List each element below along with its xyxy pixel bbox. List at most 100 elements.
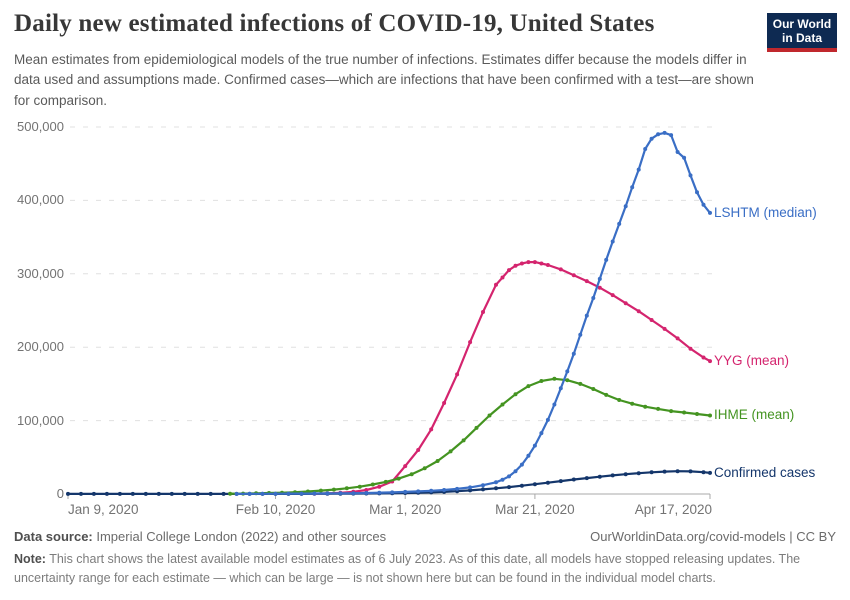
data-point-marker bbox=[156, 491, 161, 496]
data-point-marker bbox=[695, 190, 699, 195]
data-source: Data source: Imperial College London (20… bbox=[14, 529, 386, 544]
data-point-marker bbox=[649, 136, 654, 141]
data-point-marker bbox=[286, 491, 291, 496]
x-axis-tick-label: Apr 17, 2020 bbox=[634, 502, 712, 517]
data-point-marker bbox=[513, 263, 518, 268]
y-axis-tick-label: 200,000 bbox=[17, 339, 64, 355]
data-point-marker bbox=[578, 332, 583, 337]
data-point-marker bbox=[481, 310, 485, 314]
data-point-marker bbox=[357, 484, 362, 489]
data-point-marker bbox=[429, 488, 434, 493]
data-point-marker bbox=[701, 355, 706, 360]
y-axis-tick-label: 400,000 bbox=[17, 192, 64, 208]
data-point-marker bbox=[422, 466, 427, 471]
data-point-marker bbox=[117, 491, 122, 496]
data-point-marker bbox=[669, 133, 674, 138]
data-point-marker bbox=[318, 488, 323, 493]
series-label: Confirmed cases bbox=[714, 464, 816, 480]
data-point-marker bbox=[455, 486, 460, 491]
data-point-marker bbox=[364, 488, 369, 492]
x-axis-tick-label: Jan 9, 2020 bbox=[68, 502, 139, 517]
data-point-marker bbox=[143, 491, 148, 496]
data-point-marker bbox=[649, 318, 654, 322]
data-point-marker bbox=[708, 413, 712, 418]
series-label: IHME (mean) bbox=[714, 407, 795, 423]
data-point-marker bbox=[623, 301, 628, 306]
data-point-marker bbox=[662, 469, 667, 474]
data-point-marker bbox=[513, 469, 518, 474]
data-point-marker bbox=[545, 480, 550, 485]
data-point-marker bbox=[695, 412, 699, 416]
data-point-marker bbox=[370, 482, 375, 487]
data-point-marker bbox=[344, 486, 349, 491]
data-point-marker bbox=[228, 491, 233, 496]
data-point-marker bbox=[636, 167, 641, 172]
data-point-marker bbox=[552, 376, 557, 381]
data-point-marker bbox=[494, 486, 498, 491]
data-point-marker bbox=[708, 470, 712, 475]
data-point-marker bbox=[416, 448, 421, 452]
data-point-marker bbox=[623, 204, 628, 209]
data-point-marker bbox=[552, 402, 557, 407]
data-point-marker bbox=[338, 491, 343, 496]
chart-note: Note: This chart shows the latest availa… bbox=[14, 550, 840, 589]
data-point-marker bbox=[383, 479, 388, 484]
data-point-marker bbox=[675, 469, 680, 474]
owid-logo-text: Our World in Data bbox=[767, 13, 837, 48]
data-point-marker bbox=[494, 282, 498, 287]
data-point-marker bbox=[403, 489, 408, 494]
data-point-marker bbox=[208, 491, 213, 496]
data-point-marker bbox=[539, 379, 544, 383]
data-point-marker bbox=[500, 477, 505, 482]
x-axis-tick-label: Mar 21, 2020 bbox=[495, 502, 575, 517]
y-axis-tick-label: 0 bbox=[56, 486, 64, 501]
data-point-marker bbox=[435, 459, 440, 463]
data-point-marker bbox=[221, 491, 226, 496]
series-label: YYG (mean) bbox=[714, 353, 790, 369]
data-point-marker bbox=[532, 260, 537, 265]
attribution-link[interactable]: OurWorldinData.org/covid-models | CC BY bbox=[590, 529, 836, 544]
data-point-marker bbox=[377, 490, 382, 495]
data-point-marker bbox=[513, 392, 518, 397]
data-point-marker bbox=[468, 340, 473, 345]
data-point-marker bbox=[403, 464, 408, 469]
data-point-marker bbox=[617, 398, 622, 402]
series-line bbox=[229, 377, 712, 495]
x-axis-tick-label: Feb 10, 2020 bbox=[235, 502, 316, 517]
data-point-marker bbox=[377, 484, 382, 489]
data-point-marker bbox=[169, 491, 174, 496]
data-point-marker bbox=[584, 476, 589, 481]
data-point-marker bbox=[610, 293, 615, 298]
data-point-marker bbox=[539, 261, 544, 266]
data-point-marker bbox=[558, 267, 563, 272]
data-point-marker bbox=[234, 491, 239, 496]
data-point-marker bbox=[487, 413, 492, 418]
data-point-marker bbox=[416, 489, 421, 494]
data-point-marker bbox=[519, 483, 524, 488]
data-point-marker bbox=[630, 401, 635, 406]
data-point-marker bbox=[617, 221, 622, 226]
data-point-marker bbox=[247, 491, 252, 496]
note-label: Note: bbox=[14, 552, 46, 566]
data-point-marker bbox=[636, 309, 641, 314]
series-line bbox=[313, 261, 712, 495]
owid-logo: Our World in Data bbox=[767, 13, 837, 52]
data-point-marker bbox=[688, 346, 693, 351]
data-point-marker bbox=[507, 474, 511, 479]
data-point-marker bbox=[500, 275, 505, 280]
data-point-marker bbox=[591, 387, 596, 391]
data-point-marker bbox=[442, 401, 447, 405]
data-point-marker bbox=[104, 491, 109, 496]
data-point-marker bbox=[364, 491, 369, 495]
data-point-marker bbox=[630, 185, 635, 190]
y-axis-tick-label: 100,000 bbox=[17, 412, 64, 428]
data-point-marker bbox=[688, 469, 693, 474]
data-point-marker bbox=[675, 336, 680, 341]
owid-logo-line1: Our World bbox=[772, 17, 832, 31]
data-point-marker bbox=[584, 313, 589, 318]
data-point-marker bbox=[312, 491, 317, 496]
data-point-marker bbox=[610, 473, 615, 478]
data-point-marker bbox=[494, 480, 498, 485]
